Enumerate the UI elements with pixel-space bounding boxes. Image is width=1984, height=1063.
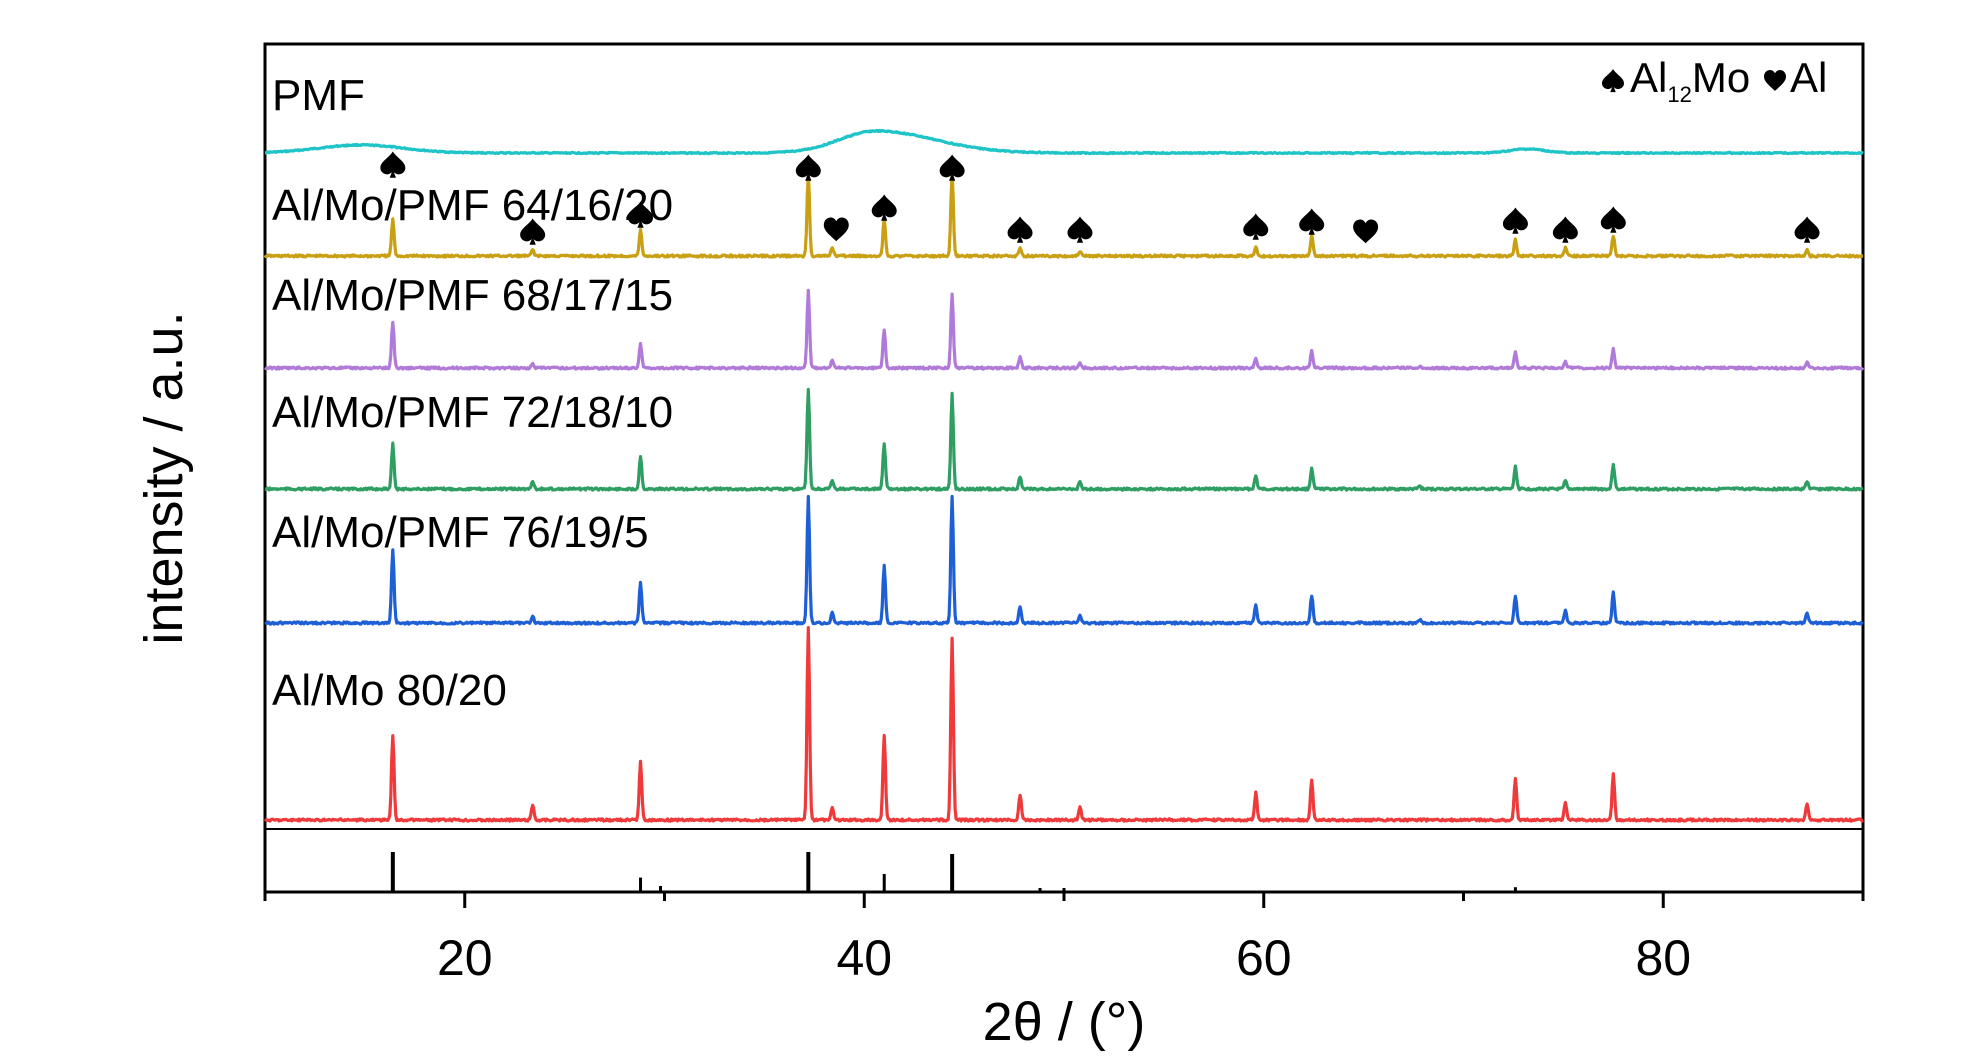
x-tick-label-20: 20: [437, 930, 493, 986]
spade-icon-6: [1007, 216, 1033, 243]
x-tick-label-60: 60: [1236, 930, 1292, 986]
spade-icon-8: [1243, 213, 1269, 240]
series-label-1: Al/Mo/PMF 64/16/20: [272, 181, 673, 230]
series-line-4: [264, 494, 1864, 626]
spade-icon-7: [1067, 216, 1093, 243]
spade-icon-4: [871, 194, 897, 221]
spade-icon-9: [1299, 208, 1325, 235]
spade-icon-11: [1552, 216, 1578, 243]
series-labels: PMF Al/Mo/PMF 64/16/20 Al/Mo/PMF 68/17/15 A…: [272, 71, 673, 715]
spade-icon-0: [380, 151, 406, 178]
series-line-2: [264, 288, 1865, 371]
x-axis-ticks: 20 40 60 80: [263, 892, 1865, 986]
series-line-3: [264, 387, 1864, 492]
heart-icon-0: [823, 217, 849, 242]
series-label-5: Al/Mo 80/20: [272, 666, 507, 715]
series-line-5: [263, 626, 1864, 823]
series-label-3: Al/Mo/PMF 72/18/10: [272, 388, 673, 437]
legend-al12mo: Al12Mo: [1630, 54, 1750, 107]
legend: Al12Mo Al: [1602, 54, 1827, 107]
series-label-4: Al/Mo/PMF 76/19/5: [272, 508, 649, 557]
legend-al12mo-main: Al: [1630, 54, 1667, 101]
phase-markers: [380, 151, 1820, 245]
spade-icon-12: [1600, 206, 1626, 233]
plot-frame: [263, 42, 1865, 894]
x-axis-label: 2θ / (°): [983, 992, 1146, 1052]
legend-al12mo-tail: Mo: [1692, 54, 1750, 101]
spade-icon-1: [520, 218, 546, 245]
legend-heart-shape: [1764, 70, 1786, 91]
y-axis-label: intensity / a.u.: [134, 311, 194, 644]
x-tick-label-40: 40: [836, 930, 892, 986]
legend-al12mo-subscript: 12: [1667, 82, 1691, 107]
spade-icon-5: [939, 154, 965, 181]
legend-heart-icon: [1764, 70, 1786, 91]
reference-pattern: [390, 852, 1517, 892]
x-tick-label-80: 80: [1635, 930, 1691, 986]
spade-icon-3: [795, 154, 821, 181]
heart-icon-1: [1353, 219, 1379, 244]
legend-al: Al: [1790, 54, 1827, 101]
legend-spade-shape: [1602, 69, 1624, 93]
series-line-1: [263, 171, 1864, 259]
series-line-0: [264, 128, 1864, 156]
spade-icon-10: [1502, 207, 1528, 234]
legend-spade-icon: [1602, 69, 1624, 93]
series-label-2: Al/Mo/PMF 68/17/15: [272, 271, 673, 320]
series-label-0: PMF: [272, 71, 365, 120]
spade-icon-2: [628, 201, 654, 228]
series-layer: [263, 128, 1865, 823]
spade-icon-13: [1794, 216, 1820, 243]
